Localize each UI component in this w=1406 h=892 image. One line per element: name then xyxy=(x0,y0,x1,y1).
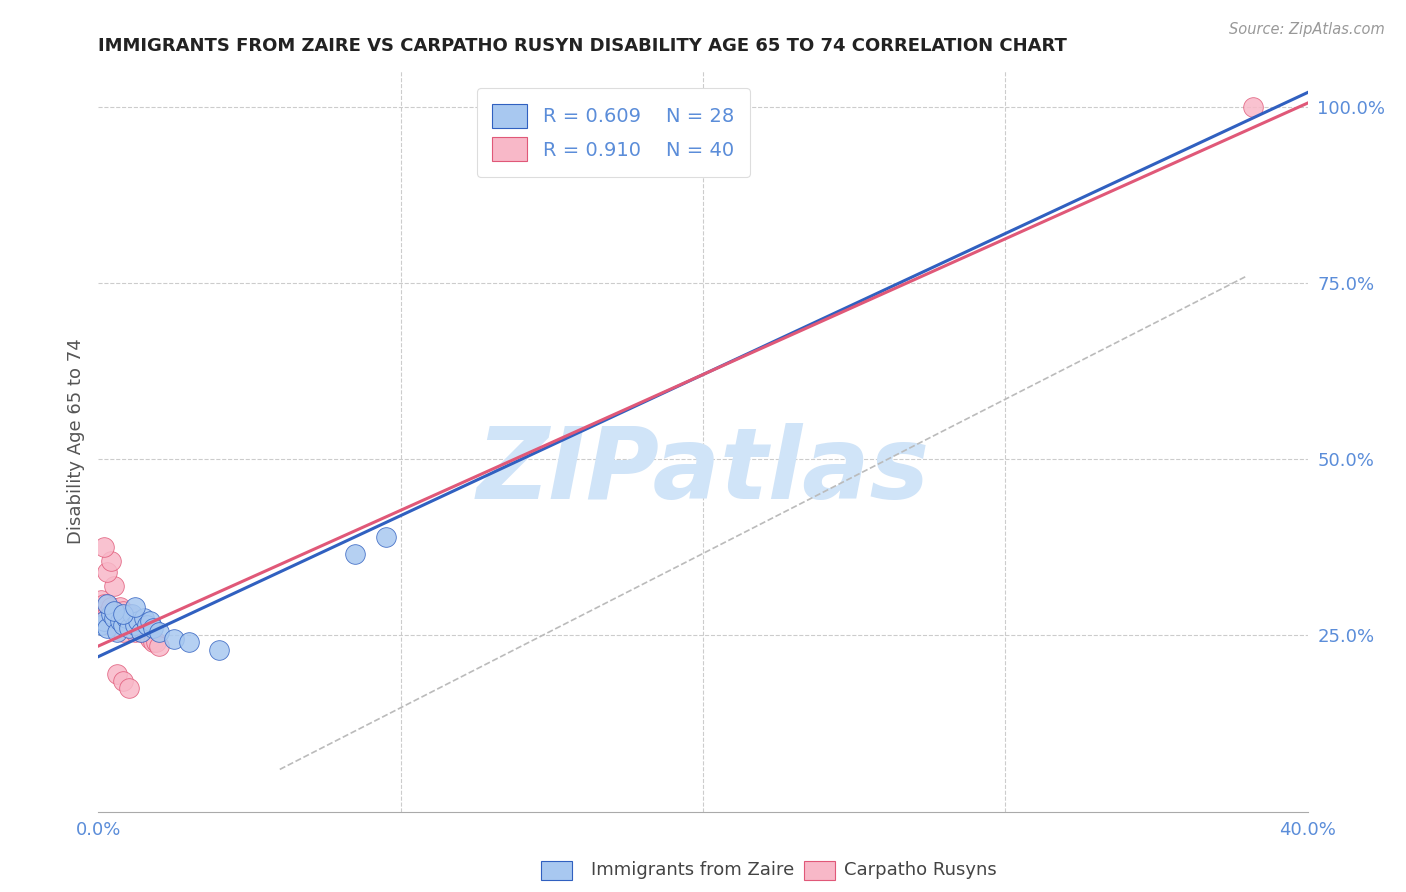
Point xyxy=(132,611,155,625)
Legend: R = 0.609    N = 28, R = 0.910    N = 40: R = 0.609 N = 28, R = 0.910 N = 40 xyxy=(477,88,749,177)
Point xyxy=(163,632,186,646)
Point xyxy=(129,624,152,639)
Point xyxy=(1241,100,1264,114)
Point xyxy=(93,541,115,555)
Point xyxy=(111,624,134,639)
Point xyxy=(100,618,122,632)
Point xyxy=(108,600,131,615)
Point xyxy=(111,607,134,622)
Point xyxy=(124,611,146,625)
Point xyxy=(114,611,136,625)
Point xyxy=(96,621,118,635)
Point xyxy=(118,621,141,635)
Point xyxy=(103,604,125,618)
Text: Carpatho Rusyns: Carpatho Rusyns xyxy=(844,861,997,879)
Point xyxy=(344,547,367,561)
Point xyxy=(148,639,170,653)
Point xyxy=(108,621,131,635)
Point xyxy=(135,628,157,642)
Point xyxy=(108,615,131,629)
Point xyxy=(105,667,128,681)
Point xyxy=(90,618,112,632)
Point xyxy=(90,600,112,615)
Point xyxy=(96,597,118,611)
Point xyxy=(139,615,162,629)
Point xyxy=(124,618,146,632)
Point xyxy=(208,642,231,657)
Text: IMMIGRANTS FROM ZAIRE VS CARPATHO RUSYN DISABILITY AGE 65 TO 74 CORRELATION CHAR: IMMIGRANTS FROM ZAIRE VS CARPATHO RUSYN … xyxy=(98,37,1067,54)
Text: ZIPatlas: ZIPatlas xyxy=(477,423,929,520)
Point xyxy=(105,624,128,639)
Point xyxy=(100,607,122,622)
Point xyxy=(142,621,165,635)
Point xyxy=(127,615,149,629)
Point xyxy=(114,618,136,632)
Point xyxy=(118,615,141,629)
Point xyxy=(118,681,141,696)
Point xyxy=(100,600,122,615)
Point xyxy=(148,624,170,639)
Point xyxy=(118,607,141,622)
Point xyxy=(100,554,122,568)
Point xyxy=(93,615,115,629)
Point xyxy=(121,621,143,635)
Point xyxy=(111,618,134,632)
Point xyxy=(135,618,157,632)
Point xyxy=(129,624,152,639)
Text: Source: ZipAtlas.com: Source: ZipAtlas.com xyxy=(1229,22,1385,37)
Point xyxy=(124,600,146,615)
Point xyxy=(127,615,149,629)
Point xyxy=(121,607,143,622)
Point xyxy=(111,674,134,689)
Point xyxy=(124,624,146,639)
Point xyxy=(103,604,125,618)
Point xyxy=(139,632,162,646)
Point xyxy=(142,635,165,649)
Point xyxy=(145,635,167,649)
Point xyxy=(93,597,115,611)
Point xyxy=(103,579,125,593)
Point xyxy=(103,611,125,625)
Text: Immigrants from Zaire: Immigrants from Zaire xyxy=(591,861,794,879)
Point xyxy=(90,593,112,607)
Point xyxy=(105,615,128,629)
Point xyxy=(121,618,143,632)
Point xyxy=(111,604,134,618)
Point xyxy=(114,615,136,629)
Point xyxy=(374,530,396,544)
Y-axis label: Disability Age 65 to 74: Disability Age 65 to 74 xyxy=(66,339,84,544)
Point xyxy=(132,621,155,635)
Point xyxy=(96,611,118,625)
Point xyxy=(105,607,128,622)
Point xyxy=(96,607,118,622)
Point xyxy=(179,635,201,649)
Point xyxy=(96,565,118,579)
Point xyxy=(103,611,125,625)
Point xyxy=(93,604,115,618)
